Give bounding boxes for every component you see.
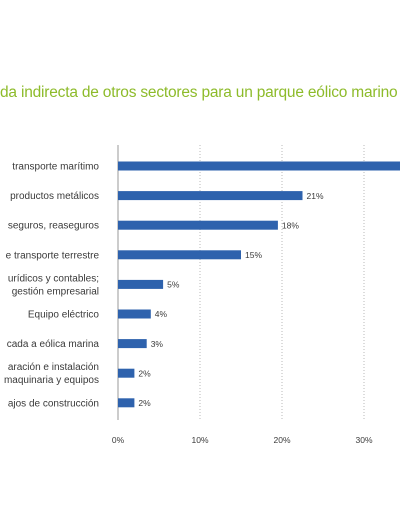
category-label: seguros, reaseguros	[8, 221, 99, 232]
bar	[118, 279, 164, 289]
category-label: Equipo eléctrico	[28, 310, 100, 321]
bar	[118, 220, 278, 230]
category-label: e transporte terrestre	[6, 250, 100, 261]
data-label: 15%	[245, 250, 262, 260]
data-label: 21%	[307, 191, 324, 201]
data-label: 5%	[167, 280, 180, 290]
category-label: productos metálicos	[10, 191, 99, 202]
bar	[118, 368, 135, 378]
chart-title: da indirecta de otros sectores para un p…	[0, 84, 398, 101]
bar	[118, 191, 303, 201]
bar	[118, 161, 400, 171]
bar	[118, 309, 151, 319]
category-label: transporte marítimo	[12, 162, 99, 173]
category-label: ajos de construcción	[8, 398, 99, 409]
bar	[118, 339, 147, 349]
x-tick-label: 0%	[112, 435, 125, 445]
category-label: cada a eólica marina	[7, 339, 100, 350]
x-tick-label: 30%	[355, 435, 372, 445]
x-tick-label: 20%	[273, 435, 290, 445]
data-label: 2%	[138, 398, 151, 408]
data-label: 4%	[155, 309, 168, 319]
bar	[118, 398, 135, 408]
x-tick-label: 10%	[191, 435, 208, 445]
category-label: urídicos y contables; gestión empresarial	[8, 273, 99, 297]
category-label: aración e instalación maquinaria y equipo…	[4, 362, 99, 386]
data-label: 2%	[138, 368, 151, 378]
bar	[118, 250, 241, 260]
data-label: 3%	[151, 339, 164, 349]
data-label: 18%	[282, 220, 299, 230]
